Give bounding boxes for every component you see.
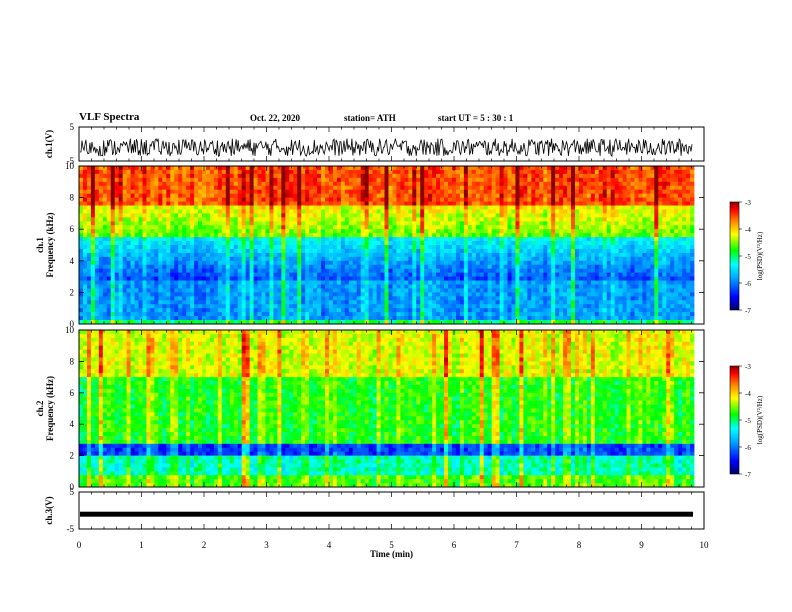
ch3-waveform-line	[80, 511, 693, 517]
date-label: Oct. 22, 2020	[250, 113, 300, 123]
station-label: station= ATH	[344, 113, 396, 123]
y-tick-label: 10	[65, 325, 75, 335]
ch1-spectrogram	[79, 166, 695, 325]
axes: ch.1(V)5-5ch.1Frequency (kHz)0246810ch.2…	[35, 122, 709, 559]
colorbars: -3 -4 -5 -6 -7 log(PSD)(V²/Hz) -3 -4 -5 -6 -7 log(P…	[729, 199, 764, 479]
colorbar-tick-label: -3	[745, 199, 751, 207]
colorbar-tick-label: -4	[745, 226, 751, 234]
colorbar-label: log(PSD)(V²/Hz)	[756, 395, 764, 444]
colorbar-tick-label: -5	[745, 417, 751, 425]
plot-title: VLF Spectra	[79, 111, 140, 123]
x-tick-label: 10	[700, 540, 710, 550]
y-tick-label: 8	[70, 193, 75, 203]
y-tick-label: 8	[70, 356, 75, 366]
x-tick-label: 1	[139, 540, 144, 550]
x-tick-label: 5	[389, 540, 394, 550]
start-time-label: start UT = 5 : 30 : 1	[438, 113, 514, 123]
y-tick-label: 2	[70, 287, 75, 297]
colorbar-tick-label: -5	[745, 253, 751, 261]
panel-frame	[78, 491, 705, 530]
x-tick-label: 6	[452, 540, 457, 550]
y-tick-label: -5	[67, 524, 75, 534]
panel-ylabel: ch.2Frequency (kHz)	[35, 376, 55, 441]
x-tick-label: 2	[202, 540, 207, 550]
colorbar	[729, 201, 740, 311]
colorbar-tick-label: -6	[745, 444, 751, 452]
y-tick-label: 0	[70, 319, 75, 329]
y-tick-label: -5	[67, 156, 75, 166]
colorbar-tick-label: -3	[745, 363, 751, 371]
colorbar-tick-label: -4	[745, 390, 751, 398]
colorbar	[729, 365, 740, 475]
x-tick-label: 8	[577, 540, 582, 550]
waveforms	[79, 137, 693, 517]
y-tick-label: 4	[70, 256, 75, 266]
panel-ylabel: ch.1Frequency (kHz)	[35, 212, 55, 277]
y-tick-label: 0	[70, 482, 75, 492]
y-tick-label: 10	[65, 161, 75, 171]
y-tick-label: 6	[70, 224, 75, 234]
x-tick-label: 3	[264, 540, 269, 550]
x-tick-label: 4	[327, 540, 332, 550]
y-tick-label: 4	[70, 419, 75, 429]
y-tick-label: 5	[70, 122, 75, 132]
x-tick-label: 0	[77, 540, 82, 550]
y-tick-label: 6	[70, 388, 75, 398]
panel-ylabel: ch.3(V)	[44, 496, 54, 524]
x-axis-label: Time (min)	[370, 549, 413, 559]
colorbar-label: log(PSD)(V²/Hz)	[756, 231, 764, 280]
colorbar-tick-label: -7	[745, 307, 751, 315]
y-tick-label: 2	[70, 451, 75, 461]
y-tick-label: 5	[70, 487, 75, 497]
x-tick-label: 9	[639, 540, 644, 550]
ch2-spectrogram	[79, 330, 695, 488]
ch1-waveform-line	[79, 137, 693, 158]
colorbar-tick-label: -7	[745, 471, 751, 479]
colorbar-tick-label: -6	[745, 280, 751, 288]
panel-ylabel: ch.1(V)	[44, 130, 54, 158]
x-tick-label: 7	[514, 540, 519, 550]
